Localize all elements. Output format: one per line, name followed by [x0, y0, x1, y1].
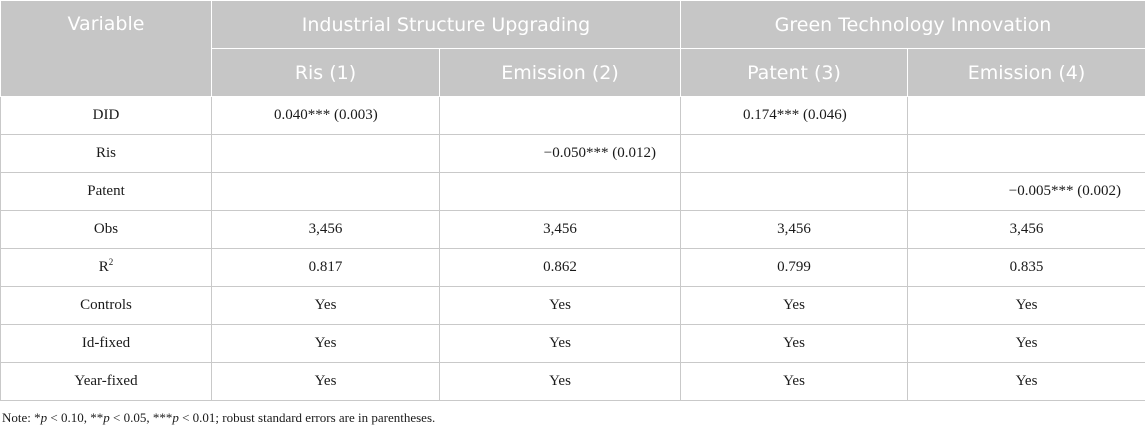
table-cell: 0.817 — [211, 248, 440, 287]
header-row-columns: Ris (1) Emission (2) Patent (3) Emission… — [1, 48, 1145, 97]
header-variable: Variable — [0, 0, 212, 97]
header-col-ris-1: Ris (1) — [211, 48, 440, 97]
table-cell — [211, 134, 440, 173]
header-group-green-technology: Green Technology Innovation — [680, 0, 1145, 49]
table-cell — [907, 96, 1145, 135]
row-label: Ris — [0, 134, 212, 173]
table-cell: −0.050*** (0.012) — [439, 134, 681, 173]
row-label: Id-fixed — [0, 324, 212, 363]
table-cell: Yes — [211, 324, 440, 363]
table-cell: −0.005*** (0.002) — [907, 172, 1145, 211]
table-cell: 0.040*** (0.003) — [211, 96, 440, 135]
regression-table: Variable Industrial Structure Upgrading … — [0, 0, 1145, 401]
table-row: Patent −0.005*** (0.002) — [0, 172, 1145, 211]
table-row: Controls Yes Yes Yes Yes — [0, 286, 1145, 325]
row-label: Year-fixed — [0, 362, 212, 401]
row-label-text: R — [98, 259, 109, 275]
note-p-symbol: p — [103, 410, 110, 425]
header-group-industrial-structure: Industrial Structure Upgrading — [211, 0, 681, 49]
header-col-patent-3: Patent (3) — [680, 48, 908, 97]
header-col-emission-4: Emission (4) — [907, 48, 1145, 97]
table-cell: 3,456 — [907, 210, 1145, 249]
table-cell: Yes — [907, 286, 1145, 325]
table-cell: 0.862 — [439, 248, 681, 287]
table-row: DID 0.040*** (0.003) 0.174*** (0.046) — [0, 96, 1145, 135]
table-cell: Yes — [439, 362, 681, 401]
header-row-groups: Variable Industrial Structure Upgrading … — [0, 0, 1145, 97]
header-col-emission-2: Emission (2) — [439, 48, 681, 97]
table-cell: 0.174*** (0.046) — [680, 96, 908, 135]
table-row: Ris −0.050*** (0.012) — [0, 134, 1145, 173]
table-row: R2 0.817 0.862 0.799 0.835 — [0, 248, 1145, 287]
table-cell — [439, 172, 681, 211]
table-cell: Yes — [907, 362, 1145, 401]
note-p-symbol: p — [172, 410, 179, 425]
table-cell — [907, 134, 1145, 173]
table-cell: Yes — [439, 286, 681, 325]
table-cell: Yes — [680, 362, 908, 401]
table-cell — [680, 134, 908, 173]
table-cell — [439, 96, 681, 135]
note-text: < 0.05, *** — [109, 410, 173, 425]
row-label: Obs — [0, 210, 212, 249]
table-row: Obs 3,456 3,456 3,456 3,456 — [0, 210, 1145, 249]
table-cell: Yes — [211, 362, 440, 401]
table-cell: 0.799 — [680, 248, 908, 287]
table-cell: Yes — [439, 324, 681, 363]
row-label: Controls — [0, 286, 212, 325]
table-row: Id-fixed Yes Yes Yes Yes — [0, 324, 1145, 363]
row-label: Patent — [0, 172, 212, 211]
row-label: R2 — [0, 248, 212, 287]
table-cell: Yes — [680, 286, 908, 325]
table-cell: Yes — [907, 324, 1145, 363]
table-note: Note: *p < 0.10, **p < 0.05, ***p < 0.01… — [2, 410, 435, 426]
row-label-superscript: 2 — [108, 257, 114, 267]
table-cell: Yes — [211, 286, 440, 325]
table-cell: 0.835 — [907, 248, 1145, 287]
table-cell: 3,456 — [211, 210, 440, 249]
row-label: DID — [0, 96, 212, 135]
table-cell — [211, 172, 440, 211]
note-text: < 0.01; robust standard errors are in pa… — [178, 410, 436, 425]
note-text: < 0.10, ** — [47, 410, 104, 425]
table-cell: 3,456 — [439, 210, 681, 249]
note-prefix: Note: * — [2, 410, 41, 425]
note-p-symbol: p — [40, 410, 48, 425]
table-cell: 3,456 — [680, 210, 908, 249]
table-row: Year-fixed Yes Yes Yes Yes — [0, 362, 1145, 401]
table-cell — [680, 172, 908, 211]
table-cell: Yes — [680, 324, 908, 363]
